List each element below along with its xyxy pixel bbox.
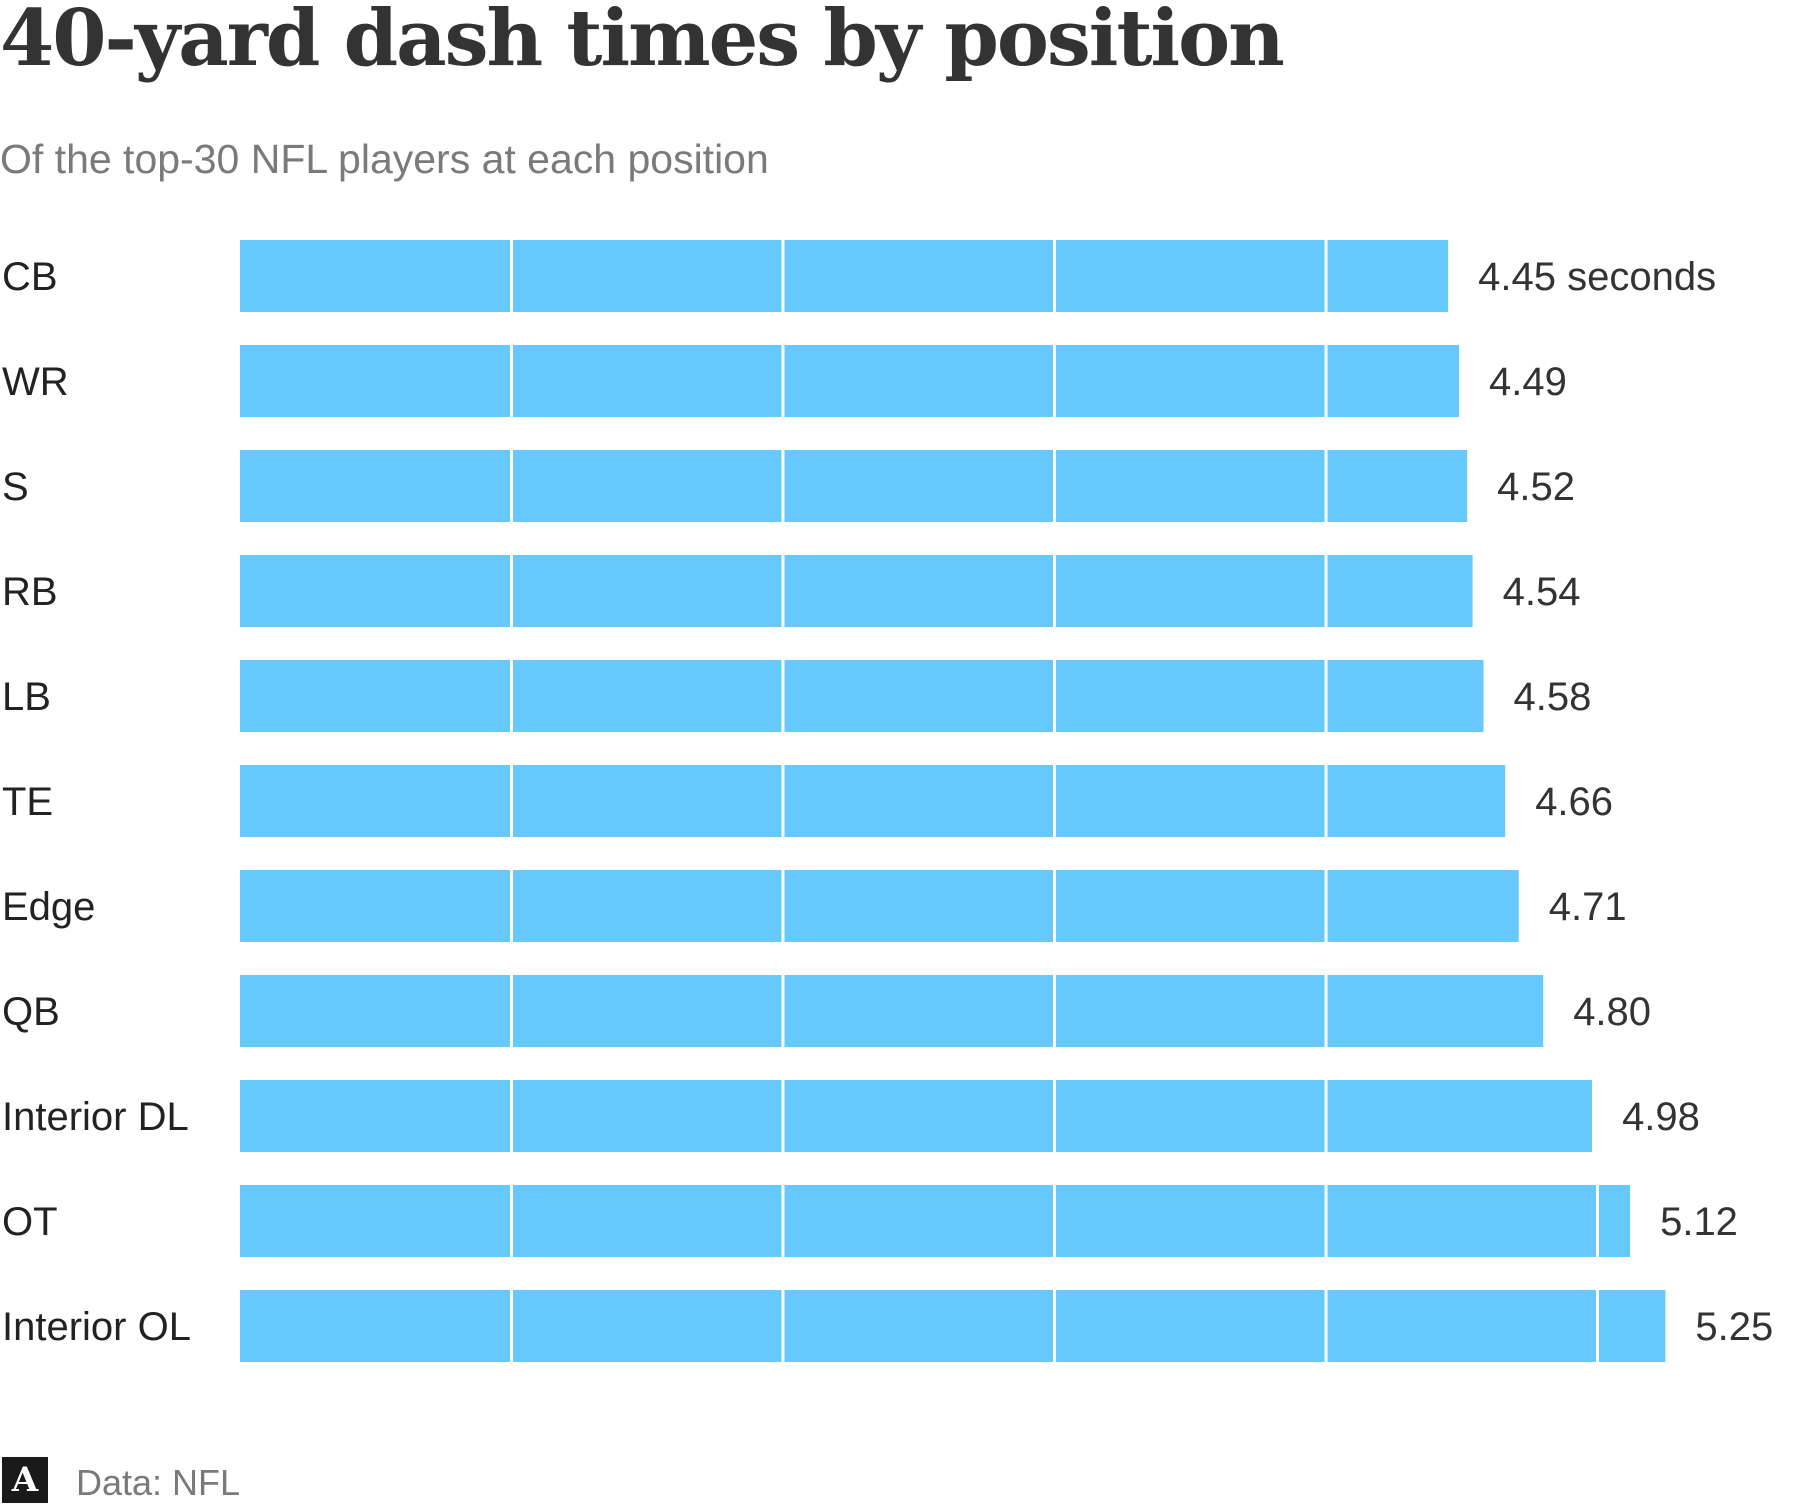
category-label: RB — [2, 570, 58, 614]
bar-lb — [240, 660, 1484, 732]
value-label: 4.58 — [1513, 675, 1591, 719]
value-label: 4.80 — [1573, 990, 1651, 1034]
bar-interior-dl — [240, 1080, 1593, 1152]
category-label: S — [2, 465, 29, 509]
bar-wr — [240, 345, 1460, 417]
value-label: 4.54 — [1503, 570, 1581, 614]
category-label: LB — [2, 675, 51, 719]
value-label: 4.52 — [1497, 465, 1575, 509]
value-label: 4.71 — [1549, 885, 1627, 929]
category-label: WR — [2, 360, 69, 404]
value-label: 5.25 — [1695, 1305, 1773, 1349]
bar-qb — [240, 975, 1544, 1047]
category-label: Interior DL — [2, 1095, 189, 1139]
value-label: 5.12 — [1660, 1200, 1738, 1244]
category-label: TE — [2, 780, 53, 824]
data-source: Data: NFL — [76, 1462, 241, 1503]
bar-s — [240, 450, 1468, 522]
category-label: OT — [2, 1200, 58, 1244]
bar-te — [240, 765, 1506, 837]
value-label: 4.49 — [1489, 360, 1567, 404]
category-label: QB — [2, 990, 60, 1034]
bar-cb — [240, 240, 1449, 312]
value-label: 4.66 — [1535, 780, 1613, 824]
bar-rb — [240, 555, 1473, 627]
bar-chart: CB 4.45 seconds WR 4.49 S 4.52 RB 4.54 LB 4.58 TE 4… — [2, 240, 1773, 1362]
category-label: Interior OL — [2, 1305, 191, 1349]
chart-subtitle: Of the top-30 NFL players at each positi… — [0, 136, 769, 182]
bar-edge — [240, 870, 1519, 942]
value-label: 4.98 — [1622, 1095, 1700, 1139]
category-label: CB — [2, 255, 58, 299]
bar-ot — [240, 1185, 1631, 1257]
athletic-logo-icon: A — [2, 1457, 48, 1503]
bar-interior-ol — [240, 1290, 1666, 1362]
value-label: 4.45 seconds — [1478, 255, 1716, 299]
category-label: Edge — [2, 885, 95, 929]
chart-title: 40-yard dash times by position — [0, 0, 1285, 84]
